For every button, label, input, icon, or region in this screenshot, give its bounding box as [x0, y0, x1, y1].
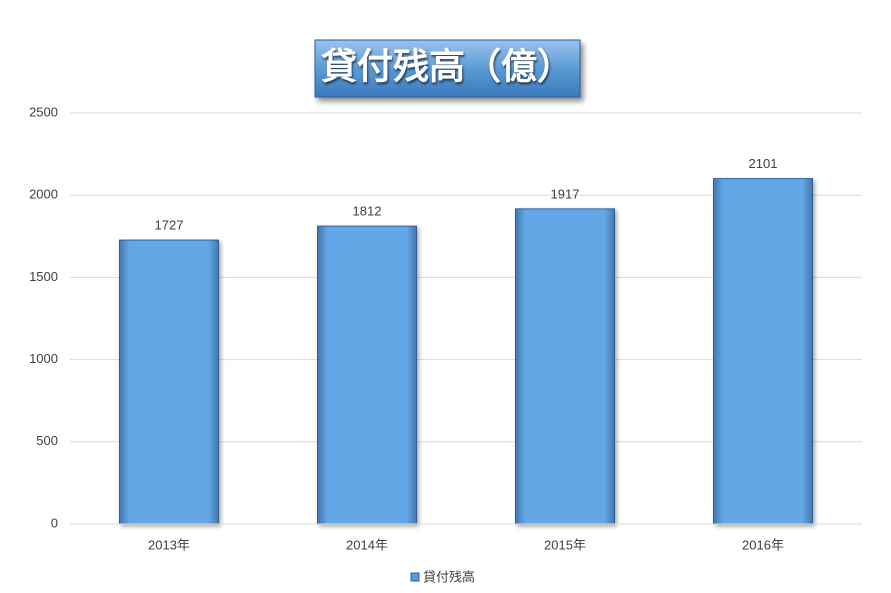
y-tick-label: 1500 [29, 269, 58, 284]
y-tick-label: 0 [51, 515, 58, 530]
chart-title: 貸付残高（億） [321, 46, 573, 87]
y-tick-label: 2000 [29, 187, 58, 202]
legend-label: 貸付残高 [423, 569, 475, 584]
bar [317, 225, 417, 525]
bar [119, 239, 219, 525]
data-label: 1812 [353, 204, 382, 219]
bar [713, 178, 813, 525]
x-tick-label: 2015年 [544, 537, 586, 552]
x-tick-label: 2013年 [148, 537, 190, 552]
y-tick-label: 2500 [29, 104, 58, 119]
data-label: 1917 [551, 186, 580, 201]
y-tick-label: 500 [36, 433, 58, 448]
legend-swatch [410, 572, 420, 582]
data-label: 1727 [155, 218, 184, 233]
data-label: 2101 [749, 156, 778, 171]
x-tick-label: 2016年 [742, 537, 784, 552]
x-tick-label: 2014年 [346, 537, 388, 552]
bar [515, 208, 615, 525]
title-box [314, 39, 581, 98]
y-tick-label: 1000 [29, 351, 58, 366]
